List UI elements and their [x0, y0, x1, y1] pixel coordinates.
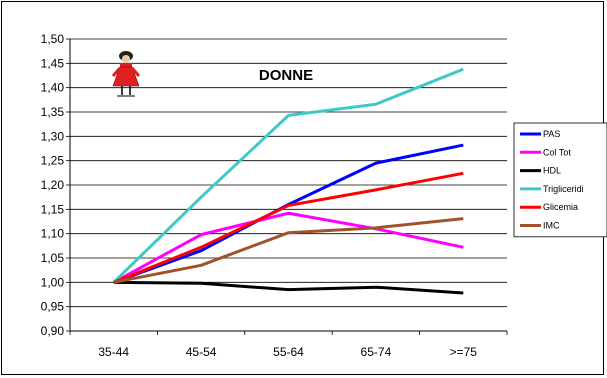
legend-label: HDL — [543, 166, 561, 176]
y-tick-label: 1,40 — [41, 81, 65, 95]
series-line-trigliceridi — [112, 67, 464, 284]
legend: PAS Col Tot HDL Trigliceridi Glicemia IMC — [513, 122, 607, 238]
y-tick-label: 1,25 — [41, 154, 65, 168]
legend-label: IMC — [543, 221, 560, 231]
y-tick-label: 1,35 — [41, 105, 65, 119]
y-tick-label: 1,00 — [41, 275, 65, 289]
y-tick-label: 1,15 — [41, 202, 65, 216]
y-tick-label: 1,20 — [41, 178, 65, 192]
series-line-hdl — [113, 280, 464, 295]
y-tick-label: 1,30 — [41, 129, 65, 143]
legend-box — [513, 122, 607, 238]
x-axis-ticks: 35-44 45-54 55-64 65-74 >=75 — [69, 331, 508, 359]
y-tick-label: 1,10 — [41, 227, 65, 241]
y-tick-label: 0,95 — [41, 300, 65, 314]
chart-title: DONNE — [259, 67, 313, 84]
legend-label: Glicemia — [543, 202, 578, 212]
x-tick-label: 55-64 — [273, 345, 304, 359]
x-tick-label: >=75 — [450, 345, 478, 359]
legend-label: PAS — [543, 129, 560, 139]
y-axis-ticks: 0,90 0,95 1,00 1,05 1,10 1,15 1,20 1,25 1,30 1,35… — [41, 32, 70, 338]
legend-label: Col Tot — [543, 147, 571, 157]
x-tick-label: 45-54 — [186, 345, 217, 359]
woman-figure-icon — [111, 51, 141, 97]
series-line-col-tot — [112, 211, 464, 284]
y-tick-label: 1,05 — [41, 251, 65, 265]
y-tick-label: 0,90 — [41, 324, 65, 338]
series-line-imc — [113, 217, 464, 284]
y-tick-label: 1,45 — [41, 56, 65, 70]
series-lines — [112, 67, 464, 295]
x-tick-label: 35-44 — [98, 345, 129, 359]
y-tick-label: 1,50 — [41, 32, 65, 46]
series-line-glicemia — [113, 171, 464, 284]
x-tick-label: 65-74 — [361, 345, 392, 359]
legend-label: Trigliceridi — [543, 184, 584, 194]
